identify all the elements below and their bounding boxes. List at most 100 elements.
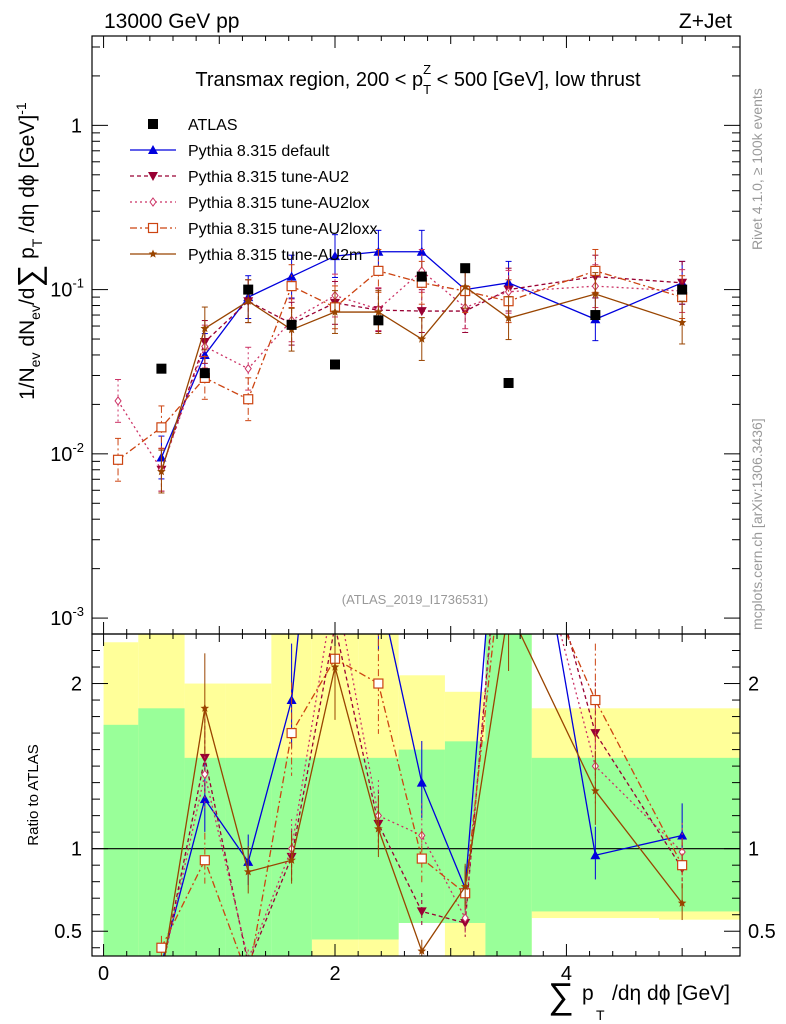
legend-label: Pythia 8.315 tune-AU2 <box>188 169 349 186</box>
ratio-point <box>199 753 210 763</box>
data-point <box>416 307 427 317</box>
frame-layer: 0 2 4 10-3 10-2 10-1 1 0.5 0.5 1 1 2 2 <box>50 35 776 985</box>
ratio-point <box>590 694 601 706</box>
ratio-point <box>332 580 338 588</box>
ratio-point <box>677 898 687 907</box>
inner-band-bin <box>103 724 139 956</box>
legend-marker <box>147 222 159 234</box>
y-axis-label: 1/Nev dNev/d∑ pT /dη dϕ [GeV]-1 <box>11 102 47 400</box>
ratio-line <box>162 634 683 956</box>
ratio-point <box>590 729 601 739</box>
ratio-point <box>416 907 427 917</box>
atlas-point <box>156 363 167 374</box>
y-tick-label: 10-2 <box>50 440 84 466</box>
ratio-point <box>461 913 469 923</box>
ratio-tick-label-right: 0.5 <box>748 921 776 943</box>
data-point <box>677 318 687 327</box>
ratio-point <box>504 348 514 357</box>
data-point <box>591 289 600 298</box>
inner-band-bin <box>138 708 185 956</box>
data-point <box>374 307 383 316</box>
ratio-point <box>157 973 166 981</box>
ratio-point <box>243 960 253 969</box>
data-point <box>200 324 210 333</box>
data-point <box>243 394 254 405</box>
legend-entry: ATLAS <box>148 117 238 134</box>
y-tick-label: 10-1 <box>50 276 84 302</box>
data-point <box>114 396 122 406</box>
atlas-point <box>373 315 384 326</box>
ratio-point <box>504 605 513 613</box>
ratio-point <box>591 786 600 795</box>
analysis-label: (ATLAS_2019_I1736531) <box>342 592 488 607</box>
ratio-point <box>373 579 383 588</box>
svg-text:p: p <box>582 982 594 1005</box>
atlas-point <box>286 319 297 330</box>
atlas-point <box>590 310 601 321</box>
ratio-point <box>156 942 167 953</box>
ratio-point <box>156 959 166 968</box>
x-tick-label: 0 <box>98 963 109 985</box>
legend-marker <box>148 172 158 181</box>
ratio-point <box>506 432 512 440</box>
series-layer <box>112 229 688 982</box>
ratio-tick-label-right: 2 <box>748 674 759 696</box>
data-point <box>156 422 167 433</box>
legend-marker <box>148 119 158 129</box>
svg-text:/dη dϕ [GeV]: /dη dϕ [GeV] <box>612 982 730 1005</box>
y-tick-label: 10-3 <box>50 604 84 630</box>
side-label-bottom: mcplots.cern.ch [arXiv:1306.3436] <box>749 418 765 630</box>
series-line <box>160 275 683 470</box>
x-axis-label: ∑ p T /dη dϕ [GeV] <box>548 975 730 1023</box>
legend-label: ATLAS <box>188 117 238 134</box>
svg-text:∑: ∑ <box>548 975 574 1016</box>
ratio-axis-label: Ratio to ATLAS <box>25 744 42 845</box>
atlas-point <box>199 368 210 379</box>
legend-entry: Pythia 8.315 tune-AU2 <box>130 169 349 186</box>
atlas-point <box>416 271 427 282</box>
legend-label: Pythia 8.315 tune-AU2loxx <box>188 221 377 238</box>
ratio-point <box>158 969 164 977</box>
uncertainty-bands <box>103 634 740 956</box>
ratio-point <box>416 853 427 864</box>
y-tick-label: 1 <box>71 115 82 137</box>
ratio-point <box>460 882 470 891</box>
data-point <box>330 251 340 261</box>
legend-label: Pythia 8.315 tune-AU2lox <box>188 195 369 212</box>
ratio-point <box>287 855 296 864</box>
atlas-point <box>330 359 340 370</box>
ratio-point <box>504 497 513 506</box>
series-main-3 <box>112 248 688 482</box>
data-point <box>157 467 166 476</box>
legend-label: Pythia 8.315 default <box>188 143 330 160</box>
series-line <box>117 270 683 472</box>
ratio-frame <box>91 633 741 957</box>
ratio-point <box>590 850 601 860</box>
ratio-point <box>200 703 210 712</box>
legend-entry: Pythia 8.315 default <box>130 143 330 160</box>
data-point <box>330 307 340 316</box>
x-tick-label: 4 <box>561 963 572 985</box>
atlas-data <box>113 263 688 634</box>
legend-entry: Pythia 8.315 tune-AU2lox <box>130 195 369 212</box>
series-ratio-4 <box>157 605 687 981</box>
ratio-point <box>199 855 210 866</box>
ratio-tick-label: 0.5 <box>54 921 82 943</box>
legend-marker <box>149 197 157 207</box>
inner-band-bin <box>659 757 740 912</box>
ratio-point <box>460 918 471 928</box>
inner-band-bin <box>485 634 532 956</box>
legend-entry: Pythia 8.315 tune-AU2m <box>130 247 362 264</box>
ratio-point <box>373 678 384 689</box>
data-point <box>460 282 470 291</box>
svg-text:T: T <box>596 1007 605 1023</box>
ratio-point <box>244 973 253 982</box>
side-label-top: Rivet 4.1.0, ≥ 100k events <box>749 88 765 250</box>
ratio-point <box>677 860 688 871</box>
ratio-point <box>201 769 209 780</box>
data-point <box>243 296 253 305</box>
ratio-point <box>286 727 297 739</box>
data-point <box>244 363 252 374</box>
data-point <box>112 454 124 465</box>
